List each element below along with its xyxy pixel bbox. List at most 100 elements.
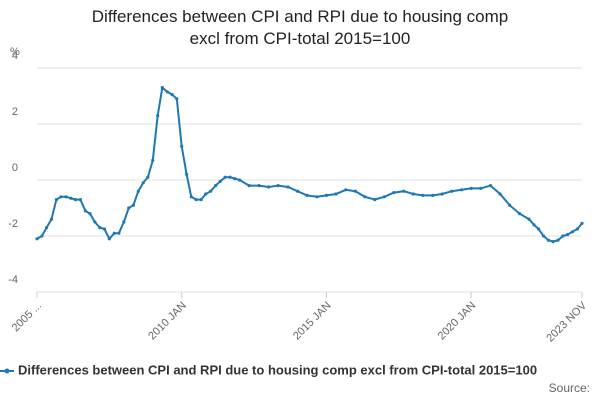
point [556, 238, 560, 242]
point [498, 192, 502, 196]
point [199, 198, 203, 202]
point [532, 223, 536, 227]
point [570, 230, 575, 234]
point [213, 184, 218, 188]
point [151, 158, 155, 162]
point [175, 97, 179, 101]
point [508, 203, 512, 207]
x-tick-label: 2015 JAN [291, 300, 334, 343]
point [459, 188, 464, 192]
point [69, 196, 73, 200]
x-tick-label: 2020 JAN [436, 300, 479, 343]
point [286, 185, 290, 189]
point [194, 198, 198, 202]
point [575, 227, 579, 231]
point [266, 185, 271, 189]
point [363, 195, 367, 199]
point [392, 191, 396, 195]
point [527, 217, 531, 221]
point [546, 238, 551, 242]
point [402, 189, 406, 193]
point [305, 193, 309, 197]
y-tick-label: -4 [8, 274, 18, 286]
point [479, 186, 483, 190]
point [233, 177, 237, 181]
point [131, 203, 135, 207]
point [136, 189, 140, 193]
legend-marker [4, 368, 10, 374]
legend-label: Differences between CPI and RPI due to h… [18, 362, 537, 377]
point [228, 175, 232, 179]
point [73, 198, 78, 202]
point [536, 227, 541, 231]
point [561, 234, 565, 238]
point [107, 237, 111, 241]
point [580, 221, 584, 225]
point [247, 184, 251, 188]
point [112, 231, 116, 235]
x-tick-label: 2005 ... [10, 300, 44, 334]
point [411, 192, 415, 196]
point [102, 227, 107, 231]
point [160, 86, 164, 90]
point [344, 188, 348, 192]
point [315, 195, 319, 199]
point [421, 193, 425, 197]
x-tick-label: 2023 NOV [544, 299, 589, 344]
point [180, 144, 184, 148]
point [185, 172, 189, 176]
point [257, 184, 261, 188]
point [373, 198, 377, 202]
point [88, 212, 92, 216]
point [54, 198, 58, 202]
point [551, 240, 555, 244]
point [170, 93, 174, 97]
point [382, 195, 386, 199]
point [565, 233, 570, 237]
y-tick-label: -2 [8, 218, 18, 230]
point [165, 90, 169, 94]
point [431, 193, 435, 197]
point [204, 192, 208, 196]
y-tick-label: 2 [12, 106, 18, 118]
point [64, 195, 68, 199]
point [488, 184, 493, 188]
y-axis-label: % [10, 46, 20, 58]
chart-title: Differences between CPI and RPI due to h… [91, 7, 509, 48]
point [517, 212, 522, 216]
point [122, 220, 126, 224]
source: Source: [549, 381, 590, 395]
point [40, 234, 44, 238]
point [209, 189, 213, 193]
point [223, 175, 227, 179]
point [35, 237, 39, 241]
point [218, 179, 222, 183]
point [189, 195, 193, 199]
point [98, 226, 102, 230]
point [93, 220, 97, 224]
point [541, 234, 546, 238]
point [127, 206, 131, 210]
point [78, 198, 83, 202]
point [276, 184, 280, 188]
point [324, 193, 329, 197]
point [83, 209, 87, 213]
point [440, 192, 444, 196]
point [156, 114, 160, 118]
point [450, 189, 454, 193]
point [59, 195, 63, 199]
line [36, 85, 583, 243]
point [334, 192, 338, 196]
point [353, 189, 357, 193]
x-tick-label: 2010 JAN [146, 300, 189, 343]
point [49, 217, 54, 221]
point [44, 226, 49, 230]
point [295, 189, 300, 193]
point [117, 231, 121, 235]
point [146, 175, 150, 179]
point [141, 181, 145, 185]
point [469, 186, 473, 190]
y-tick-label: 0 [12, 162, 18, 174]
